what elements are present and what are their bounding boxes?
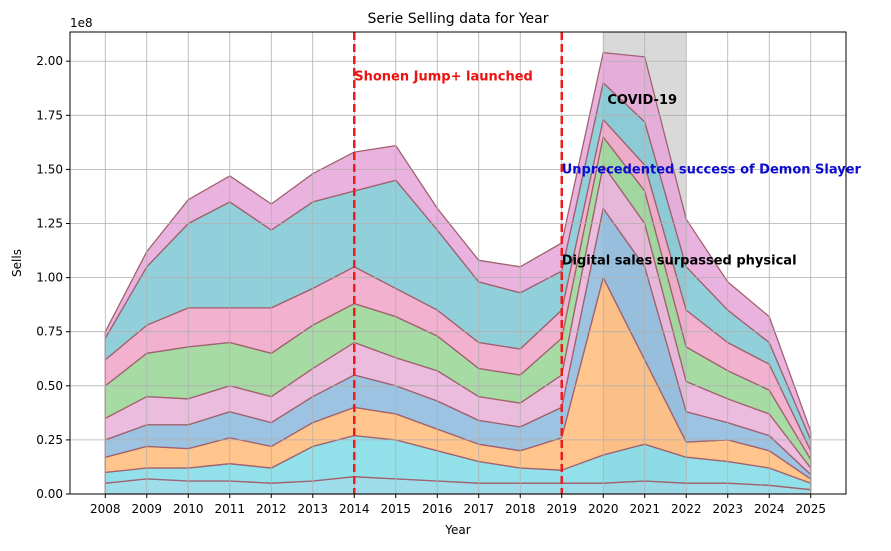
x-tick-label: 2020 [588,502,619,516]
y-tick-label: 1.50 [36,162,63,176]
y-axis-offset-text: 1e8 [70,16,93,30]
x-tick-label: 2011 [214,502,245,516]
x-tick-label: 2022 [671,502,702,516]
annotation-1: Shonen Jump+ launched [354,69,533,84]
x-tick-label: 2024 [754,502,785,516]
y-tick-label: 1.00 [36,271,63,285]
y-axis-label: Sells [10,249,24,277]
x-tick-label: 2025 [795,502,826,516]
x-tick-label: 2010 [173,502,204,516]
chart-title: Serie Selling data for Year [368,11,549,27]
y-tick-label: 0.50 [36,379,63,393]
x-tick-label: 2008 [90,502,121,516]
plot-frame [69,31,847,495]
y-tick-label: 0.00 [36,487,63,501]
x-tick-label: 2012 [256,502,287,516]
x-tick-label: 2018 [505,502,536,516]
x-tick-label: 2019 [546,502,577,516]
annotation-3: Unprecedented success of Demon Slayer [562,162,862,177]
x-tick-label: 2023 [712,502,743,516]
x-tick-label: 2016 [422,502,453,516]
annotation-4: Digital sales surpassed physical [562,253,797,268]
annotation-2: COVID-19 [607,93,677,108]
x-tick-label: 2009 [131,502,162,516]
y-tick-label: 0.25 [36,433,63,447]
y-tick-label: 1.25 [36,217,63,231]
x-axis-label: Year [444,523,470,537]
y-tick-label: 1.75 [36,108,63,122]
x-tick-label: 2015 [380,502,411,516]
x-tick-label: 2017 [463,502,494,516]
x-tick-label: 2013 [297,502,328,516]
y-tick-label: 0.75 [36,325,63,339]
y-tick-label: 2.00 [36,54,63,68]
x-tick-label: 2021 [629,502,660,516]
x-tick-label: 2014 [339,502,370,516]
